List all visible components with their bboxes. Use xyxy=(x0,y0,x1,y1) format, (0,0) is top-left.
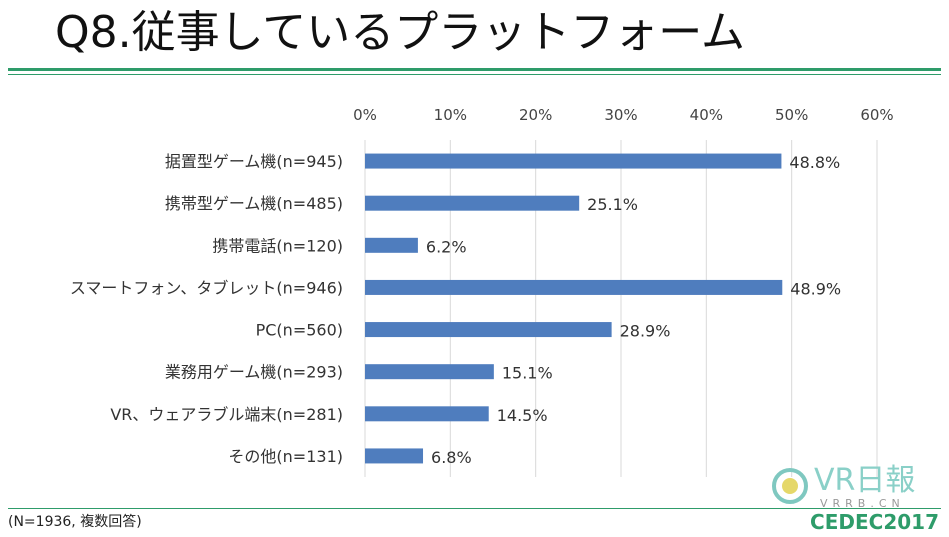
category-label: PC(n=560) xyxy=(256,321,343,340)
value-label: 48.9% xyxy=(790,279,841,298)
category-label: 業務用ゲーム機(n=293) xyxy=(165,363,343,382)
x-tick-label: 0% xyxy=(353,106,377,124)
category-label: スマートフォン、タブレット(n=946) xyxy=(70,278,343,297)
category-label: 携帯電話(n=120) xyxy=(212,236,343,255)
vr-nippo-watermark-text: VR日報 xyxy=(814,463,915,498)
bar xyxy=(365,448,424,464)
value-label: 15.1% xyxy=(502,364,553,383)
category-label: 携帯型ゲーム機(n=485) xyxy=(165,194,343,213)
bar xyxy=(365,322,612,338)
x-tick-label: 20% xyxy=(519,106,552,124)
bar xyxy=(365,364,494,380)
bar xyxy=(365,195,580,211)
value-label: 48.8% xyxy=(789,153,840,172)
value-label: 6.2% xyxy=(426,237,467,256)
slide-title: Q8.従事しているプラットフォーム xyxy=(55,7,745,58)
x-tick-label: 10% xyxy=(434,106,467,124)
title-underline-thin xyxy=(8,74,941,75)
title-underline-thick xyxy=(8,68,941,71)
x-tick-label: 50% xyxy=(775,106,808,124)
category-label: VR、ウェアラブル端末(n=281) xyxy=(110,405,343,424)
x-tick-label: 60% xyxy=(860,106,893,124)
category-label: その他(n=131) xyxy=(228,447,343,466)
category-label: 据置型ゲーム機(n=945) xyxy=(165,152,343,171)
cedec-logo: CEDEC2017 xyxy=(810,510,939,534)
bar xyxy=(365,279,783,295)
sample-size-footnote: (N=1936, 複数回答) xyxy=(8,514,142,530)
vr-nippo-logo-icon xyxy=(772,468,808,504)
value-label: 14.5% xyxy=(497,406,548,425)
value-label: 6.8% xyxy=(431,448,472,467)
bar xyxy=(365,153,782,169)
bar xyxy=(365,237,418,253)
vr-nippo-watermark-sub: VRRB.CN xyxy=(820,497,905,510)
footer-rule xyxy=(8,508,941,509)
value-label: 28.9% xyxy=(620,322,671,341)
vr-nippo-watermark: VR日報 VRRB.CN xyxy=(770,462,940,510)
x-tick-label: 40% xyxy=(690,106,723,124)
value-label: 25.1% xyxy=(587,195,638,214)
x-tick-label: 30% xyxy=(604,106,637,124)
bar xyxy=(365,406,489,422)
